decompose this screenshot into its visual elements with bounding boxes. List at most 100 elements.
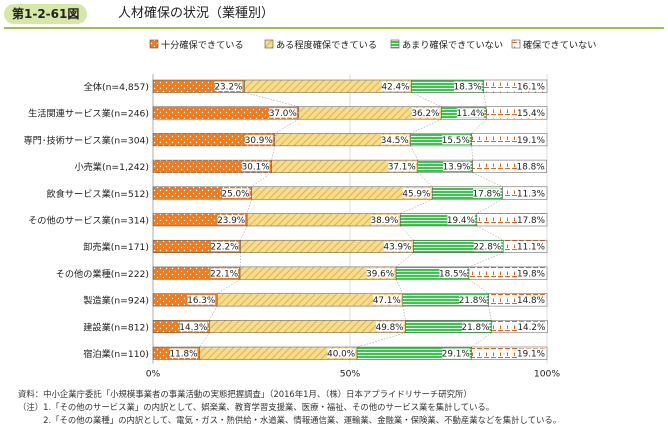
data-label-bg [517, 134, 545, 145]
data-label-bg [242, 161, 270, 172]
legend-swatch [390, 39, 400, 49]
bar-row: 23.2% 42.4% 18.3% 16.1% [152, 79, 548, 93]
bar-row: 22.1% 39.6% 18.5% 19.8% [152, 266, 548, 280]
data-label: 29.1% [442, 350, 470, 360]
connector-line [395, 252, 414, 268]
data-label: 49.8% [376, 323, 404, 333]
connector-line [244, 92, 299, 107]
data-label: 14.8% [517, 296, 545, 306]
connector-line [240, 225, 248, 241]
figure-title: 人材確保の状況（業種別） [118, 6, 275, 21]
data-label-bg [517, 215, 545, 225]
data-label-bg [217, 215, 246, 225]
bar-row: 37.0% 36.2% 11.4% 15.4% [152, 106, 548, 120]
data-label-bg [517, 268, 545, 278]
data-label: 22.8% [473, 243, 501, 253]
data-label-bg [442, 134, 470, 145]
data-label: 19.8% [517, 269, 545, 279]
data-label: 22.2% [211, 243, 239, 253]
connector-line [471, 145, 473, 161]
legend-item-not-very-secured: あまり確保できていない [390, 39, 503, 51]
data-label-bg [517, 321, 546, 332]
bar-row: 16.3% 47.1% 21.8% 14.8% [152, 293, 548, 307]
legend-item-fully-secured: 十分確保できている [149, 39, 244, 51]
x-axis-ticks: 0% 50% 100% [146, 369, 561, 380]
x-tick-label: 100% [534, 369, 561, 380]
data-label: 15.5% [442, 136, 470, 146]
category-label: 生活関連サービス業(n=246) [28, 108, 149, 120]
data-label: 14.3% [179, 323, 207, 333]
data-label: 19.4% [447, 216, 475, 226]
data-label: 21.8% [459, 296, 487, 306]
data-label: 40.0% [327, 350, 355, 360]
legend-label: あまり確保できていない [402, 39, 503, 51]
data-label-bg [456, 108, 485, 118]
data-label: 42.4% [382, 83, 410, 93]
connector-line [417, 172, 433, 187]
data-label-bg [373, 295, 401, 305]
legend-label: ある程度確保できている [276, 39, 377, 51]
data-label-bg [381, 134, 409, 145]
bar-row: 25.0% 45.9% 17.8% 11.3% [152, 186, 548, 200]
category-label: 飲食サービス業(n=512) [46, 188, 149, 200]
data-label: 11.1% [517, 243, 545, 253]
category-label: 宿泊業(n=110) [83, 348, 149, 360]
data-label: 18.8% [517, 163, 545, 173]
data-label: 22.1% [210, 269, 238, 279]
data-label: 45.9% [402, 189, 430, 199]
data-label: 34.5% [381, 136, 409, 146]
category-labels: 全体(n=4,857) 生活関連サービス業(n=246) 専門･技術サービス業(n=… [23, 81, 149, 360]
data-label: 36.2% [411, 109, 439, 119]
connector-line [395, 279, 404, 294]
data-label-bg [517, 295, 545, 305]
bar-row: 22.2% 43.9% 22.8% 11.1% [152, 239, 548, 253]
data-label: 19.1% [517, 136, 545, 146]
data-label-bg [472, 188, 501, 198]
data-label: 14.2% [517, 323, 545, 333]
data-label: 16.3% [187, 296, 215, 306]
data-label-bg [517, 241, 545, 252]
data-label: 23.9% [217, 216, 245, 226]
data-label-bg [517, 108, 545, 118]
bar-row: 30.9% 34.5% 15.5% 19.1% [152, 133, 548, 147]
category-label: 専門･技術サービス業(n=304) [23, 134, 149, 146]
connector-line [209, 305, 218, 321]
category-label: その他の業種(n=222) [56, 268, 149, 280]
data-label-bg [411, 108, 440, 118]
legend-label: 十分確保できている [161, 39, 244, 51]
stacked-bar-chart: 十分確保できている ある程度確保できている あまり確保できていない 確保できていない … [23, 39, 597, 380]
figure-number: 第1-2-61図 [4, 4, 88, 24]
data-label: 18.5% [439, 269, 467, 279]
note-1: （注）1.「その他のサービス業」の内訳として、娯楽業、教育学習支援業、医療・福祉… [18, 402, 495, 412]
connector-line [471, 119, 487, 134]
source-notes: 資料：中小企業庁委託「小規模事業者の事業活動の実態把握調査」（2016年1月、（… [18, 388, 664, 427]
data-label-bg [517, 188, 545, 198]
bar-row: 30.1% 37.1% 13.9% 18.8% [152, 159, 547, 173]
data-label: 47.1% [373, 296, 401, 306]
data-label-bg [439, 268, 467, 278]
data-label-bg [366, 268, 395, 278]
connector-line [251, 172, 272, 188]
data-label-bg [210, 241, 239, 252]
data-label-bg [388, 161, 416, 172]
data-label: 16.1% [517, 83, 545, 93]
legend-swatch [511, 39, 521, 49]
data-label-bg [454, 81, 482, 91]
connector-line [471, 332, 492, 348]
figure-header: 第1-2-61図 人材確保の状況（業種別） [0, 0, 668, 29]
data-label-bg [187, 295, 216, 305]
data-label: 25.0% [222, 189, 250, 199]
connector-line [410, 118, 442, 134]
data-label: 39.6% [366, 269, 394, 279]
chart-legend: 十分確保できている ある程度確保できている あまり確保できていない 確保できていない [149, 39, 597, 51]
data-label-bg [473, 241, 502, 252]
data-label-bg [179, 321, 208, 332]
connector-line [476, 199, 503, 214]
data-label: 19.1% [517, 350, 545, 360]
data-label-bg [269, 108, 297, 118]
data-label: 30.9% [245, 136, 273, 146]
note-2: 2.「その他の業種」の内訳として、電気・ガス・熱供給・水道業、情報通信業、運輸業… [18, 415, 562, 425]
data-label-bg [517, 81, 545, 91]
data-label: 11.8% [170, 350, 198, 360]
data-label-bg [327, 348, 356, 358]
